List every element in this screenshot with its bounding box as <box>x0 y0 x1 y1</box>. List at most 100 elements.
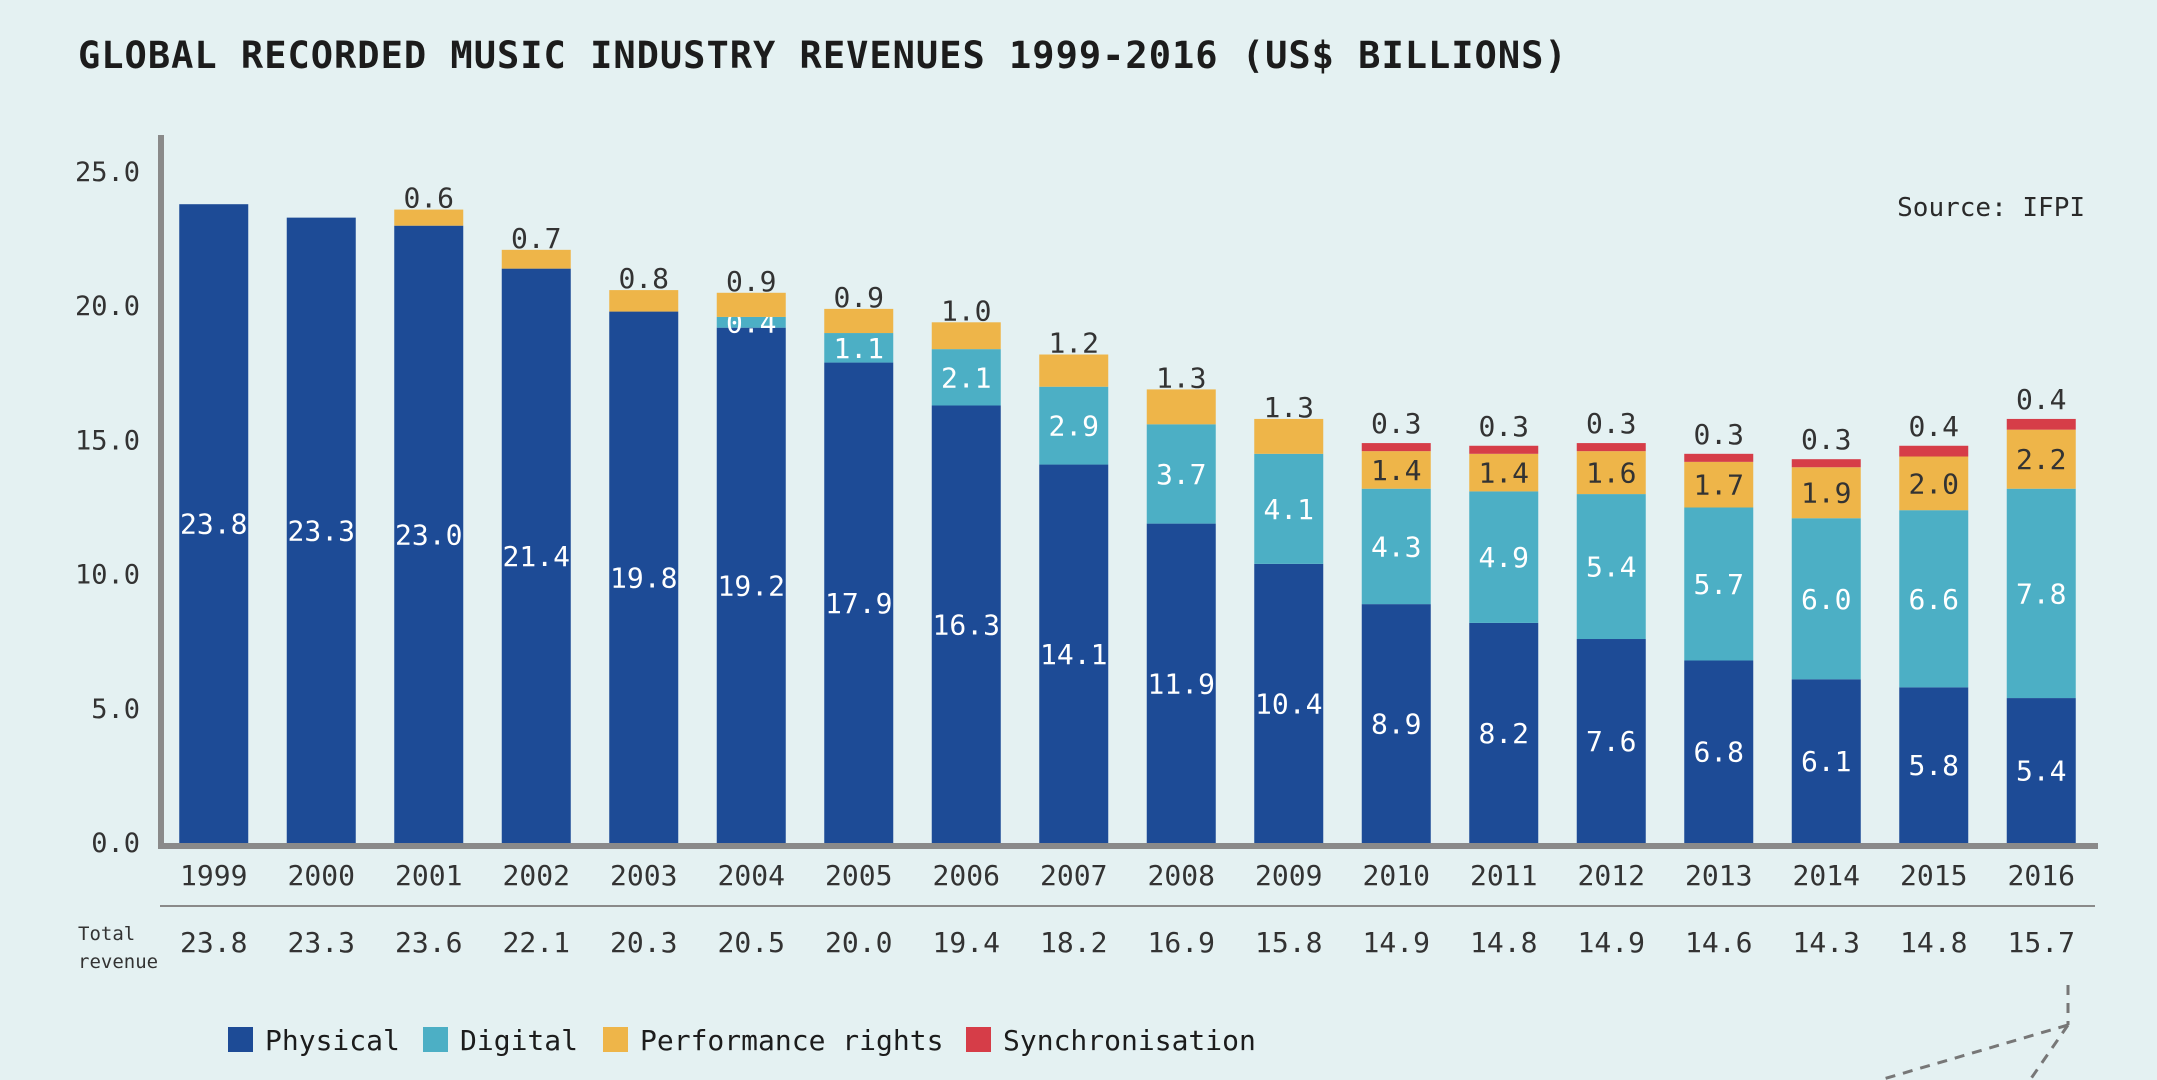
bar-performance-rights <box>1361 451 1431 489</box>
total-revenue-value: 14.8 <box>1900 926 1967 959</box>
data-label: 10.4 <box>1255 687 1322 720</box>
x-tick-label: 2010 <box>1363 859 1430 892</box>
bar-digital <box>1576 494 1646 640</box>
x-tick-label: 2002 <box>503 859 570 892</box>
bar-physical <box>716 327 786 843</box>
data-label: 8.9 <box>1371 708 1422 741</box>
data-label: 0.9 <box>726 265 777 298</box>
bar-synchronisation <box>1899 445 1969 457</box>
data-label: 4.9 <box>1478 541 1529 574</box>
legend-entry: Synchronisation <box>1003 1024 1256 1057</box>
total-revenue-value: 23.8 <box>180 926 247 959</box>
data-label: 1.3 <box>1263 391 1314 424</box>
data-label: 14.1 <box>1040 638 1107 671</box>
bar-physical <box>1254 563 1324 843</box>
bar-synchronisation <box>1469 445 1539 454</box>
data-label: 4.1 <box>1263 493 1314 526</box>
bar-performance-rights <box>1899 456 1969 511</box>
dashed-line-diagonal-right <box>2028 1024 2070 1080</box>
bar-physical <box>501 268 571 843</box>
x-tick-label: 2015 <box>1900 859 1967 892</box>
data-label: 6.8 <box>1693 736 1744 769</box>
legend-entry: Digital <box>460 1024 578 1057</box>
data-label: 0.7 <box>511 222 562 255</box>
bar-performance-rights <box>1576 451 1646 495</box>
data-label: 2.9 <box>1048 410 1099 443</box>
data-label: 1.4 <box>1478 457 1529 490</box>
data-label: 2.1 <box>941 361 992 394</box>
bar-performance-rights <box>1146 389 1216 425</box>
data-label: 1.1 <box>833 332 884 365</box>
bar-physical <box>1146 523 1216 843</box>
data-label: 0.3 <box>1478 410 1529 443</box>
bar-physical <box>1791 679 1861 843</box>
x-tick-label: 2012 <box>1578 859 1645 892</box>
legend-swatch <box>966 1027 991 1052</box>
bar-synchronisation <box>2006 418 2076 430</box>
legend-swatch <box>603 1027 628 1052</box>
bar-performance-rights <box>2006 429 2076 489</box>
total-revenue-value: 14.8 <box>1470 926 1537 959</box>
bar-digital <box>1899 510 1969 688</box>
data-label: 6.6 <box>1908 583 1959 616</box>
data-label: 19.8 <box>610 561 677 594</box>
x-tick-label: 2003 <box>610 859 677 892</box>
bar-physical <box>931 405 1001 843</box>
bar-digital <box>1039 386 1109 465</box>
data-label: 2.0 <box>1908 467 1959 500</box>
bar-digital <box>1469 491 1539 623</box>
data-label: 0.3 <box>1371 407 1422 440</box>
data-label: 1.0 <box>941 294 992 327</box>
data-label: 5.4 <box>1586 551 1637 584</box>
data-label: 23.8 <box>180 508 247 541</box>
x-tick-label: 2000 <box>288 859 355 892</box>
bar-digital <box>2006 488 2076 699</box>
total-revenue-value: 18.2 <box>1040 926 1107 959</box>
data-label: 2.2 <box>2016 443 2067 476</box>
bar-physical <box>1361 604 1431 843</box>
data-label: 0.8 <box>618 262 669 295</box>
legend-swatch <box>423 1027 448 1052</box>
total-revenue-value: 20.3 <box>610 926 677 959</box>
x-tick-label: 2013 <box>1685 859 1752 892</box>
data-label: 21.4 <box>503 540 570 573</box>
y-tick-label: 25.0 <box>75 157 140 188</box>
legend-swatch <box>228 1027 253 1052</box>
x-tick-label: 2004 <box>718 859 785 892</box>
bar-physical <box>1899 687 1969 843</box>
total-revenue-value: 22.1 <box>503 926 570 959</box>
y-tick-label: 5.0 <box>91 694 140 725</box>
bar-synchronisation <box>1576 443 1646 452</box>
legend-entry: Physical <box>265 1024 400 1057</box>
x-tick-label: 2008 <box>1148 859 1215 892</box>
total-revenue-value: 23.3 <box>288 926 355 959</box>
data-label: 7.8 <box>2016 577 2067 610</box>
data-label: 17.9 <box>825 587 892 620</box>
total-revenue-value: 16.9 <box>1148 926 1215 959</box>
dashed-line-diagonal-left <box>1879 1023 2069 1080</box>
x-tick-label: 2005 <box>825 859 892 892</box>
total-revenue-value: 19.4 <box>933 926 1000 959</box>
data-label: 4.3 <box>1371 530 1422 563</box>
total-revenue-value: 23.6 <box>395 926 462 959</box>
bar-performance-rights <box>501 249 571 269</box>
data-label: 1.4 <box>1371 454 1422 487</box>
x-tick-label: 2009 <box>1255 859 1322 892</box>
data-label: 3.7 <box>1156 458 1207 491</box>
bar-digital <box>1684 507 1754 661</box>
bar-physical <box>286 217 356 844</box>
data-label: 0.3 <box>1693 418 1744 451</box>
x-tick-label: 2014 <box>1793 859 1860 892</box>
data-label: 7.6 <box>1586 725 1637 758</box>
total-label-line1: Total <box>78 923 135 945</box>
bar-performance-rights <box>1039 354 1109 387</box>
x-tick-label: 1999 <box>180 859 247 892</box>
watermark-decoration <box>1879 985 2070 1080</box>
bar-performance-rights <box>1469 453 1539 492</box>
bar-performance-rights <box>1684 461 1754 508</box>
total-revenue-value: 20.0 <box>825 926 892 959</box>
chart-title: GLOBAL RECORDED MUSIC INDUSTRY REVENUES … <box>78 34 1568 77</box>
x-tick-label: 2007 <box>1040 859 1107 892</box>
bar-digital <box>931 349 1001 406</box>
bar-physical <box>609 311 679 843</box>
